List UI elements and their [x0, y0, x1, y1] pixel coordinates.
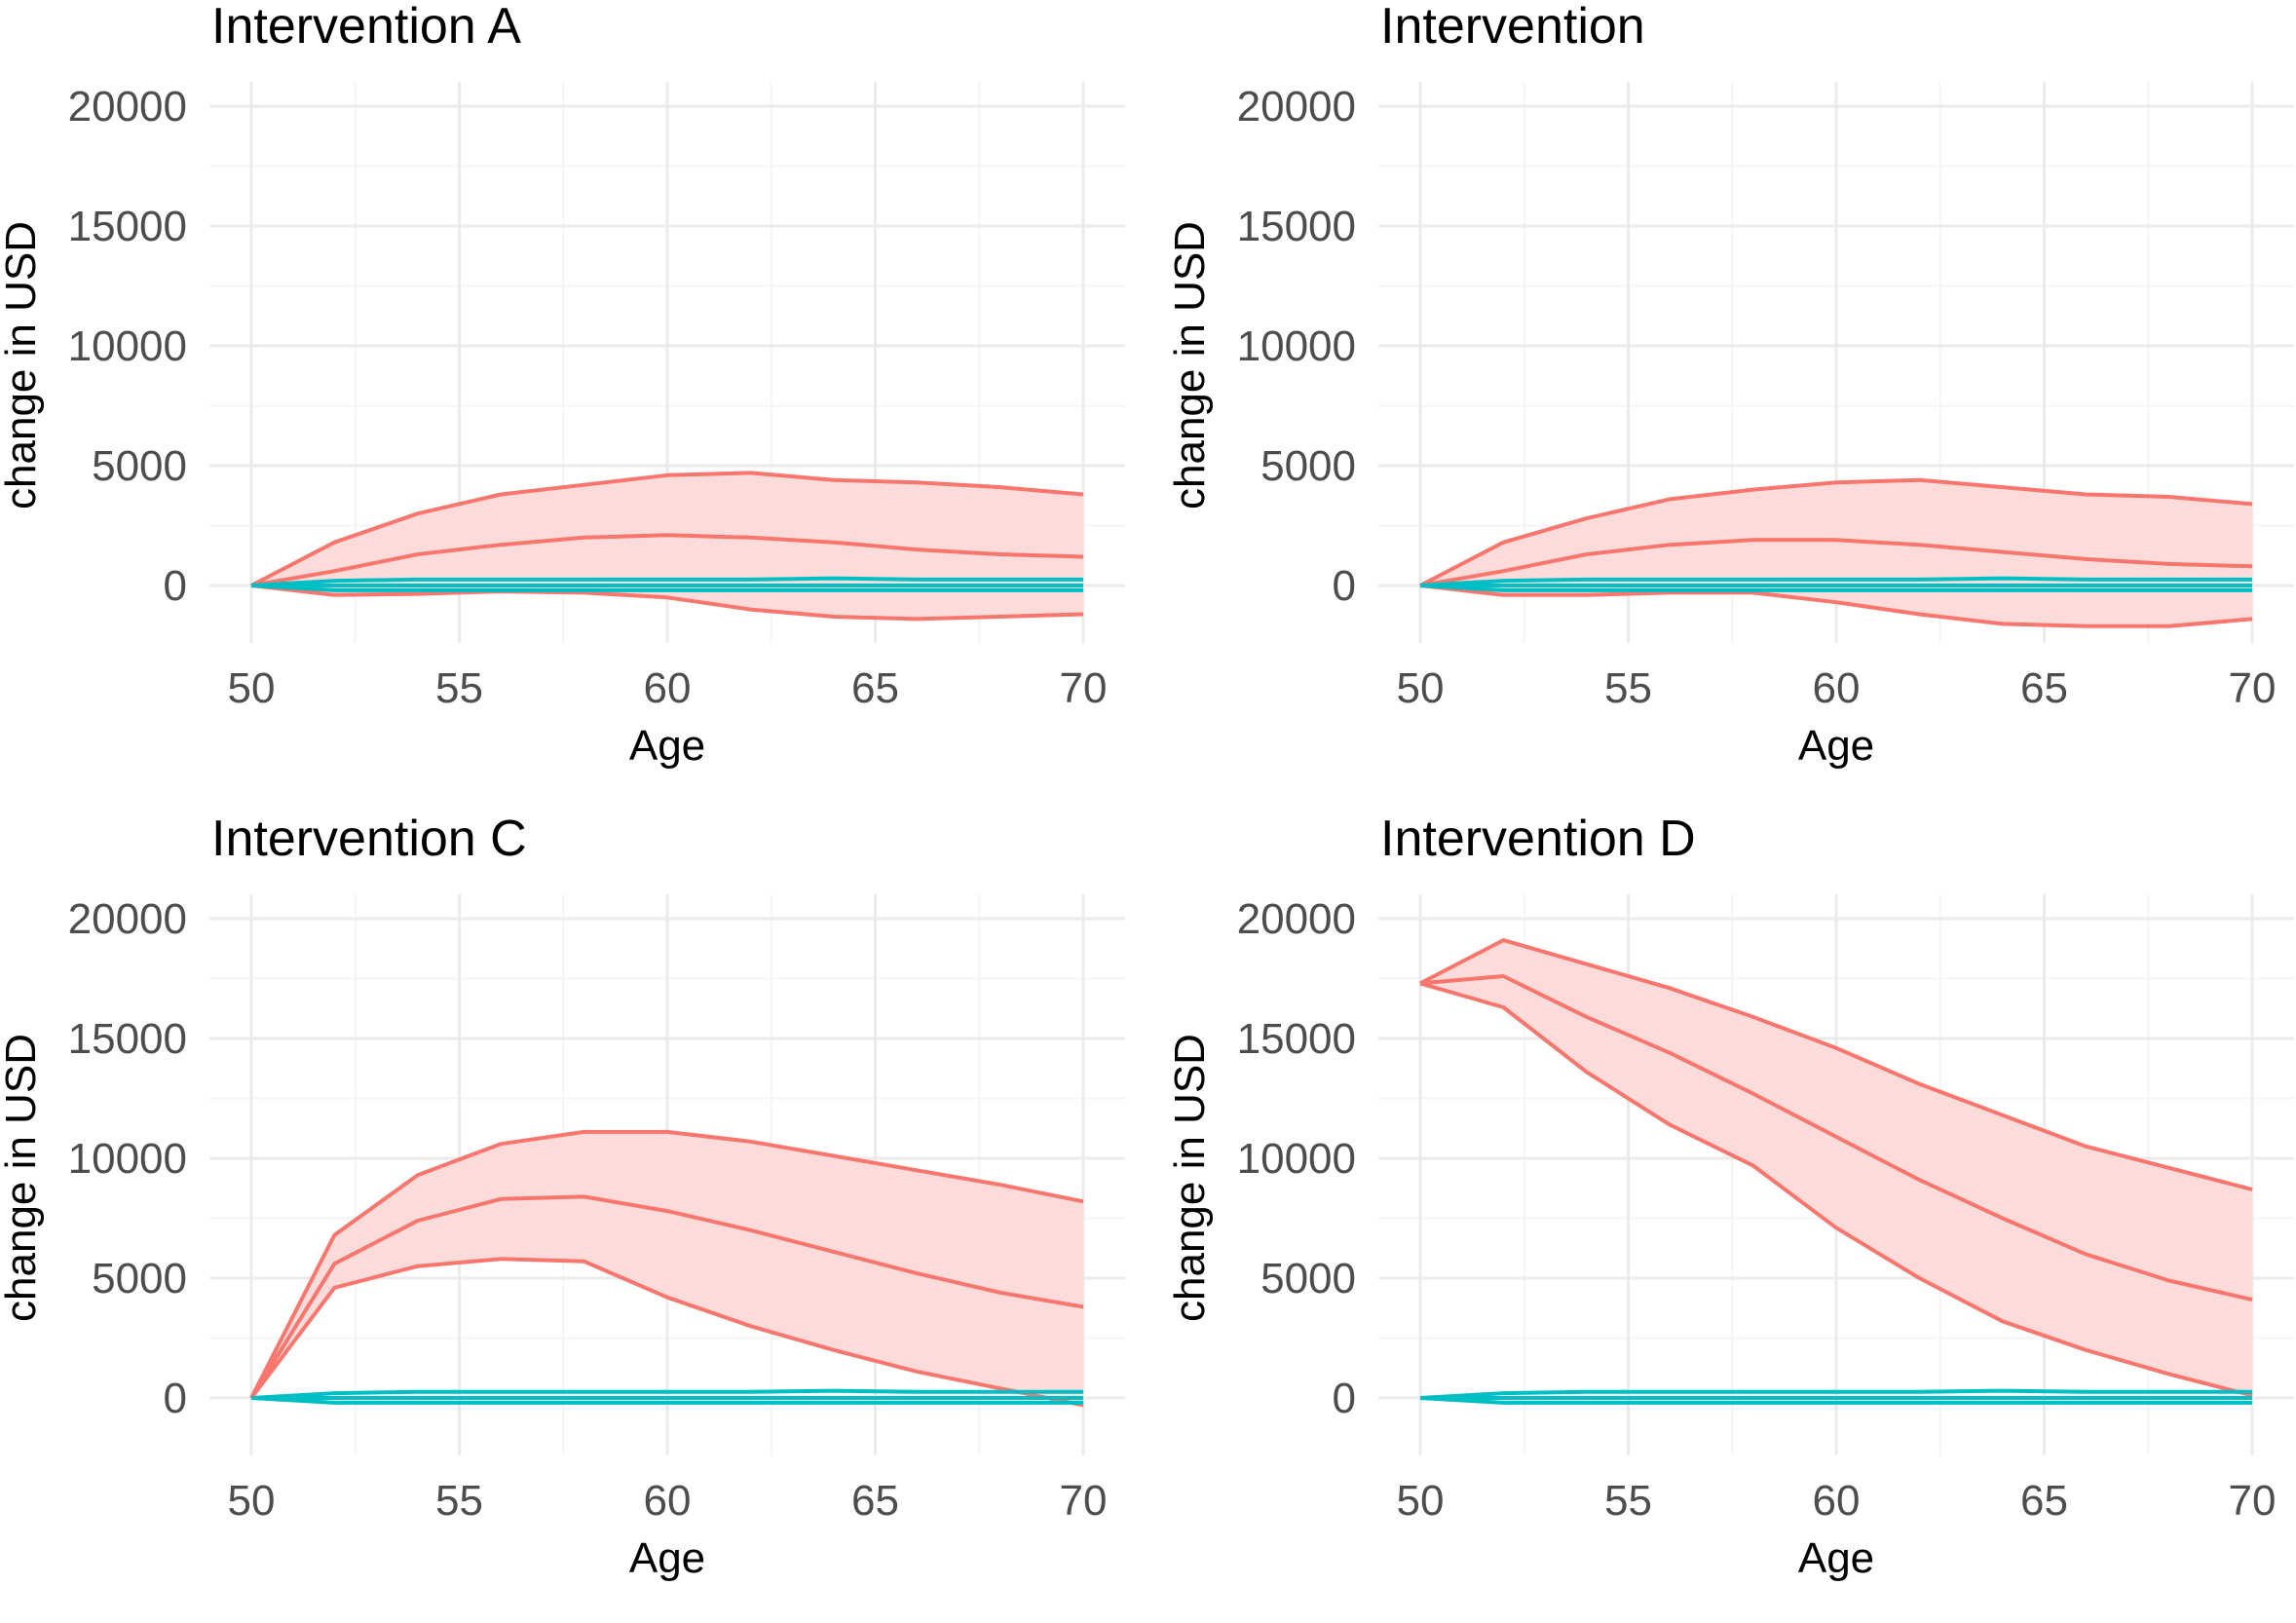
- x-tick-label: 55: [1604, 1477, 1652, 1525]
- y-tick-label: 15000: [1237, 203, 1356, 250]
- y-tick-label: 15000: [1237, 1015, 1356, 1063]
- y-tick-label: 10000: [68, 1135, 187, 1183]
- x-axis-title: Age: [1798, 1534, 1874, 1582]
- y-axis-title: change in USD: [1166, 221, 1214, 510]
- x-tick-label: 65: [851, 664, 899, 712]
- panel-title: Intervention D: [1380, 811, 1696, 867]
- x-tick-label: 55: [1604, 664, 1652, 712]
- y-tick-label: 5000: [1261, 1255, 1356, 1302]
- y-tick-label: 10000: [1237, 1135, 1356, 1183]
- y-tick-label: 10000: [1237, 322, 1356, 370]
- treated-lower-line: [1419, 584, 2253, 628]
- y-tick-label: 5000: [92, 1255, 187, 1302]
- y-tick-label: 0: [1333, 1375, 1356, 1422]
- treated-lower-line: [250, 584, 1084, 622]
- x-tick-label: 70: [1060, 1477, 1108, 1525]
- x-tick-label: 70: [2229, 1477, 2277, 1525]
- y-tick-label: 15000: [68, 203, 187, 250]
- control-lower-line: [250, 584, 1083, 592]
- control-upper-line: [250, 1388, 1083, 1400]
- x-tick-label: 55: [435, 664, 483, 712]
- x-tick-label: 60: [1813, 664, 1861, 712]
- panel-title: Intervention C: [211, 811, 527, 867]
- control-upper-line: [250, 576, 1083, 587]
- treated-lower-line: [249, 1257, 1084, 1408]
- panel-title: Intervention A: [211, 0, 521, 55]
- y-tick-label: 0: [1333, 562, 1356, 610]
- x-tick-label: 65: [2020, 664, 2068, 712]
- treated-upper-line: [1419, 938, 2253, 1191]
- x-tick-label: 70: [2229, 664, 2277, 712]
- x-tick-label: 60: [644, 1477, 692, 1525]
- x-tick-label: 70: [1060, 664, 1108, 712]
- treated-mean-line: [1419, 538, 2253, 587]
- x-tick-label: 65: [851, 1477, 899, 1525]
- y-tick-label: 15000: [68, 1015, 187, 1063]
- y-tick-label: 0: [164, 1375, 187, 1422]
- control-lower-line: [1419, 584, 2252, 592]
- x-tick-label: 65: [2020, 1477, 2068, 1525]
- x-tick-label: 60: [644, 664, 692, 712]
- y-tick-label: 20000: [1237, 895, 1356, 943]
- control-upper-line: [1419, 576, 2252, 587]
- treated-ci-band: [251, 1131, 1083, 1406]
- y-tick-label: 20000: [68, 83, 187, 131]
- treated-ci-band: [251, 472, 1083, 620]
- panel-3: 0 5000 10000 15000 20000 50 55 60 65 70 Age change …: [0, 811, 1125, 1582]
- treated-upper-line: [1419, 477, 2253, 587]
- panel-1: 0 5000 10000 15000 20000 50 55 60 65 70 Age change …: [0, 0, 1125, 770]
- x-tick-label: 60: [1813, 1477, 1861, 1525]
- panel-title: Intervention: [1380, 0, 1645, 55]
- control-lower-line: [250, 1396, 1083, 1405]
- x-tick-label: 50: [1397, 664, 1445, 712]
- y-axis-title: change in USD: [1166, 1034, 1214, 1322]
- y-tick-label: 20000: [1237, 83, 1356, 131]
- treated-upper-line: [249, 1129, 1084, 1399]
- y-axis-title: change in USD: [0, 1034, 45, 1322]
- treated-upper-line: [250, 471, 1084, 587]
- treated-mean-line: [249, 1194, 1084, 1400]
- x-tick-label: 50: [228, 664, 276, 712]
- y-tick-label: 5000: [1261, 442, 1356, 490]
- y-tick-label: 0: [164, 562, 187, 610]
- x-axis-title: Age: [629, 1534, 705, 1582]
- x-tick-label: 50: [228, 1477, 276, 1525]
- panel-2: 0 5000 10000 15000 20000 50 55 60 65 70 Age change …: [1166, 0, 2294, 770]
- y-axis-title: change in USD: [0, 221, 45, 510]
- treated-lower-line: [1419, 981, 2253, 1398]
- treated-ci-band: [1420, 940, 2252, 1396]
- control-upper-line: [1419, 1388, 2252, 1400]
- x-tick-label: 50: [1397, 1477, 1445, 1525]
- treated-mean-line: [250, 533, 1084, 587]
- y-tick-label: 5000: [92, 442, 187, 490]
- panel-4: 0 5000 10000 15000 20000 50 55 60 65 70 Age change …: [1166, 811, 2294, 1582]
- y-tick-label: 20000: [68, 895, 187, 943]
- x-axis-title: Age: [1798, 722, 1874, 770]
- control-lower-line: [1419, 1396, 2252, 1405]
- x-tick-label: 55: [435, 1477, 483, 1525]
- x-axis-title: Age: [629, 722, 705, 770]
- treated-mean-line: [1419, 974, 2253, 1302]
- y-tick-label: 10000: [68, 322, 187, 370]
